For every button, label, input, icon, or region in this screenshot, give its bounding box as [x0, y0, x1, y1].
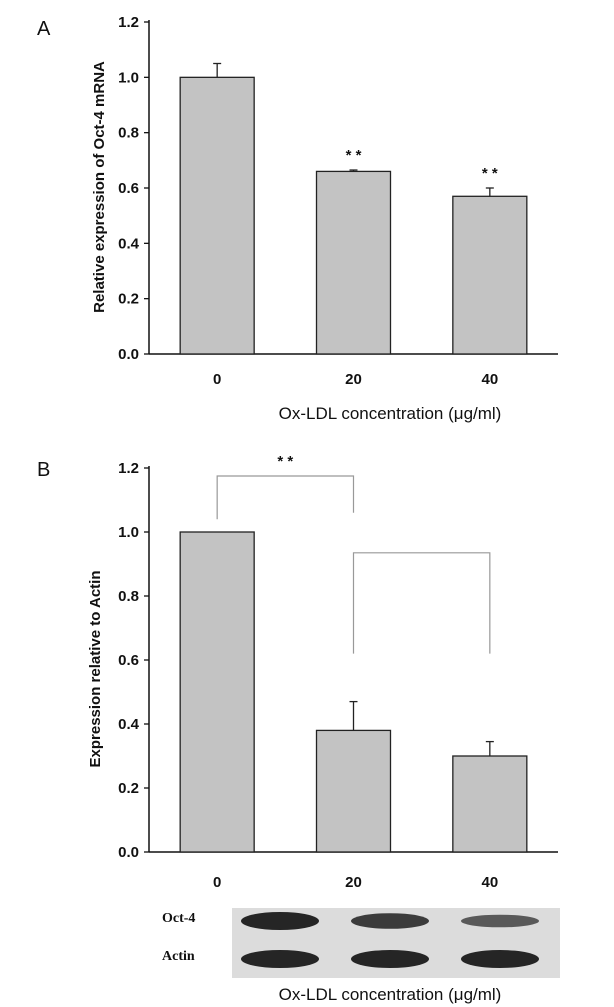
panel-a-ylabel: Relative expression of Oct-4 mRNA [91, 61, 108, 313]
panel-a-y-tick-label: 0.0 [118, 346, 139, 363]
blot-band-actin-0 [241, 950, 319, 968]
panel-b-y-tick-label: 0.6 [118, 652, 139, 669]
panel-b-comparison-bracket [216, 475, 355, 520]
panel-a-label: A [37, 18, 51, 40]
panel-b-x-tick-label: 40 [481, 874, 498, 891]
panel-b-y-tick-label: 1.0 [118, 524, 139, 541]
panel-a-y-tick-label: 0.4 [118, 235, 140, 252]
panel-a-x-tick-label: 20 [345, 371, 362, 388]
panel-b-comparison-bracket [352, 552, 491, 654]
panel-b-plot: 0.0 0.2 0.4 0.6 0.8 1.0 1.2 0 20 40 * * [118, 453, 558, 891]
panel-b-y-tick-label: 1.2 [118, 460, 139, 477]
panel-b-label: B [37, 459, 50, 481]
panel-b-x-tick-label: 20 [345, 874, 362, 891]
panel-a-x-tick-label: 40 [481, 371, 498, 388]
panel-a-y-tick-label: 0.8 [118, 125, 139, 142]
panel-b-y-tick-label: 0.0 [118, 844, 139, 861]
blot-label-oct4: Oct-4 [162, 911, 195, 926]
blot-xlabel: Ox-LDL concentration (μg/ml) [279, 985, 502, 1004]
blot-band-oct4-1 [351, 913, 429, 929]
panel-a-significance-40: * * [482, 165, 498, 182]
panel-a-y-tick-label: 0.2 [118, 291, 139, 308]
western-blot: Oct-4 Actin Ox-LDL concentration (μg/ml) [162, 908, 560, 1004]
blot-bands [241, 912, 539, 968]
panel-a-y-tick-label: 0.6 [118, 180, 139, 197]
panel-b-x-tick-label: 0 [213, 874, 221, 891]
panel-b-y-tick-label: 0.4 [118, 716, 140, 733]
panel-b-bar-40 [452, 755, 528, 853]
panel-a-y-tick-label: 1.0 [118, 69, 139, 86]
panel-a-xlabel: Ox-LDL concentration (μg/ml) [279, 404, 502, 423]
panel-a: A Relative expression of Oct-4 mRNA Ox-L… [37, 14, 558, 423]
blot-band-actin-1 [351, 950, 429, 968]
panel-a-x-tick-label: 0 [213, 371, 221, 388]
blot-label-actin: Actin [162, 949, 195, 964]
panel-b: B Expression relative to Actin 0.0 0.2 0.4… [37, 453, 558, 891]
panel-b-y-tick-label: 0.2 [118, 780, 139, 797]
panel-a-bar-0 [179, 76, 255, 355]
panel-b-bar-0 [179, 531, 255, 853]
panel-b-ylabel: Expression relative to Actin [87, 570, 104, 767]
panel-a-plot: 0.0 0.2 0.4 0.6 0.8 1.0 1.2 0 20 * * 40 * * [118, 14, 558, 388]
blot-band-oct4-0 [241, 912, 319, 930]
panel-a-bar-40 [452, 195, 528, 355]
panel-b-comparison-label: * * [277, 453, 293, 470]
panel-b-bar-20 [315, 729, 392, 853]
blot-band-actin-2 [461, 950, 539, 968]
panel-b-y-tick-label: 0.8 [118, 588, 139, 605]
panel-a-bar-20 [315, 170, 392, 355]
blot-band-oct4-2 [461, 914, 539, 928]
panel-a-y-tick-label: 1.2 [118, 14, 139, 31]
panel-a-significance-20: * * [346, 147, 362, 164]
